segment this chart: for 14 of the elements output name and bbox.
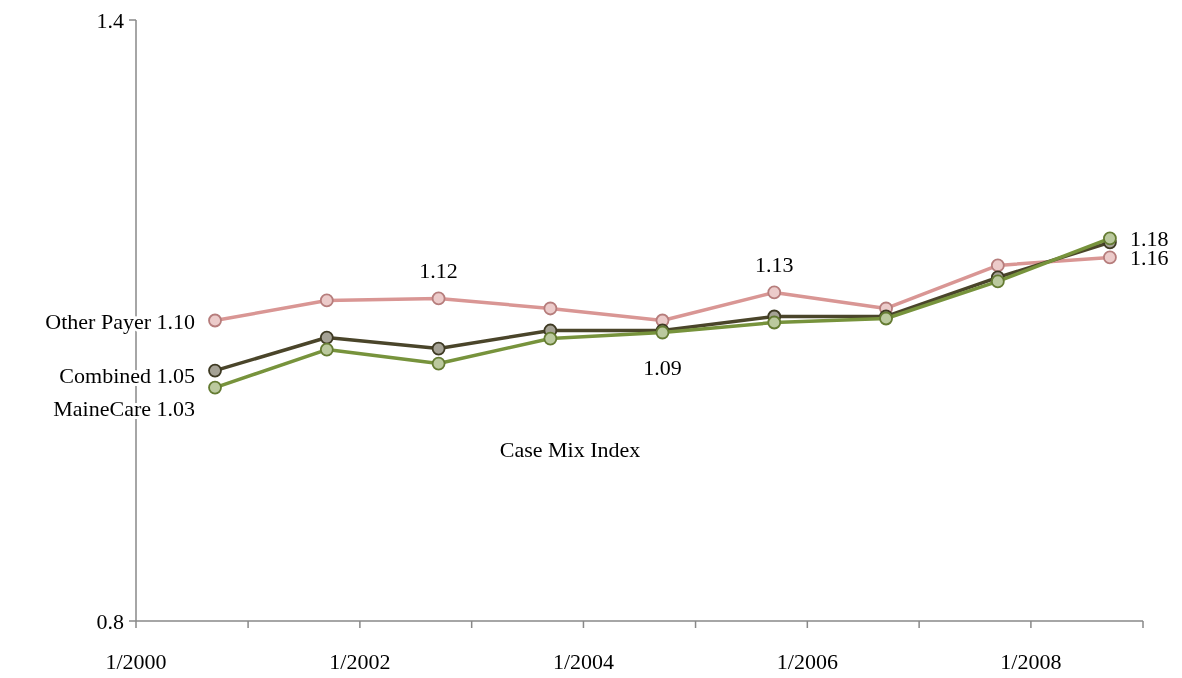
x-tick-label: 1/2008 [1000,649,1062,674]
text: Combined 1.05 [59,362,196,388]
x-tick-label: 1/2000 [105,649,167,674]
y-tick-label: 0.8 [96,609,124,634]
x-tick-label: 1/2006 [776,649,838,674]
data-label: 1.13 [755,252,794,278]
text: MaineCare 1.03 [53,395,196,421]
x-tick-label: 1/2004 [552,649,615,674]
y-tick-label: 1.4 [96,8,124,33]
data-label: 1.09 [643,354,682,380]
data-label: 1.12 [419,258,458,284]
x-tick-label: 1/2002 [329,649,391,674]
text: Case Mix Index [499,437,641,462]
text: Other Payer 1.10 [45,308,196,334]
